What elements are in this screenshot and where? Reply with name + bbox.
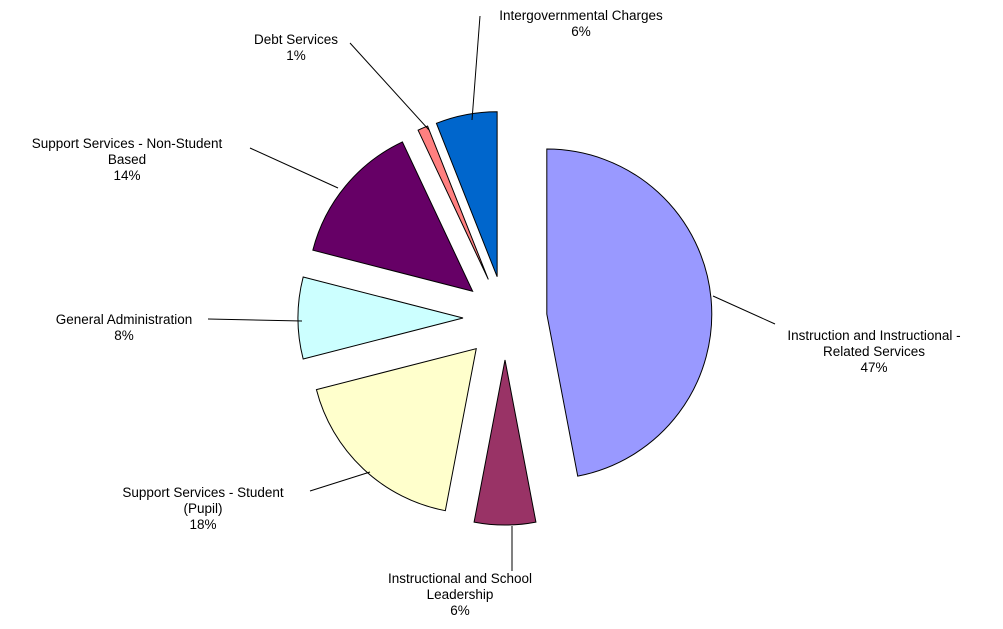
slice-name-line: Instruction and Instructional - xyxy=(787,328,960,343)
slice-label: Instructional and School Leadership 6% xyxy=(388,571,532,618)
slice-name-line: Support Services - Non-Student xyxy=(32,136,223,151)
slice-name-line: Support Services - Student xyxy=(122,485,284,500)
slice-value-label: 14% xyxy=(113,168,140,183)
pie-slice xyxy=(417,125,489,280)
pie-slice xyxy=(546,148,713,477)
slice-label: General Administration 8% xyxy=(56,312,193,343)
slice-value-label: 47% xyxy=(860,360,887,375)
slice-label: Support Services - Non-Student Based 14% xyxy=(32,136,223,183)
slice-value-label: 1% xyxy=(286,48,306,63)
slice-value-label: 6% xyxy=(450,603,470,618)
slice-label: Intergovernmental Charges 6% xyxy=(499,8,663,39)
slice-name-line: Instructional and School xyxy=(388,571,532,586)
pie-slice xyxy=(473,359,537,526)
pie-slices xyxy=(297,111,713,526)
slice-value-label: 6% xyxy=(571,24,591,39)
pie-slice xyxy=(297,276,464,360)
slice-name-line: (Pupil) xyxy=(183,501,222,516)
slice-name-line: Based xyxy=(108,152,146,167)
leader-lines xyxy=(207,15,776,571)
slice-name-line: Intergovernmental Charges xyxy=(499,8,663,23)
leader-line xyxy=(471,15,481,121)
leader-line xyxy=(712,295,776,325)
leader-line xyxy=(249,147,339,189)
pie-slice xyxy=(312,141,474,292)
slice-label: Instruction and Instructional -Related S… xyxy=(787,328,960,375)
slice-label: Support Services - Student (Pupil) 18% xyxy=(122,485,284,532)
slice-value-label: 18% xyxy=(189,517,216,532)
slice-name-line: General Administration xyxy=(56,312,193,327)
leader-line xyxy=(207,318,303,322)
slice-name-line: Leadership xyxy=(427,587,494,602)
slice-name-line: Related Services xyxy=(823,344,925,359)
slice-name-line: Debt Services xyxy=(254,32,338,47)
slice-label: Debt Services 1% xyxy=(254,32,338,63)
slice-labels: Instruction and Instructional -Related S… xyxy=(32,8,961,618)
leader-line xyxy=(349,42,430,131)
leader-line xyxy=(309,471,371,492)
pie-slice xyxy=(315,347,477,512)
pie-slice xyxy=(435,111,498,277)
slice-value-label: 8% xyxy=(114,328,134,343)
